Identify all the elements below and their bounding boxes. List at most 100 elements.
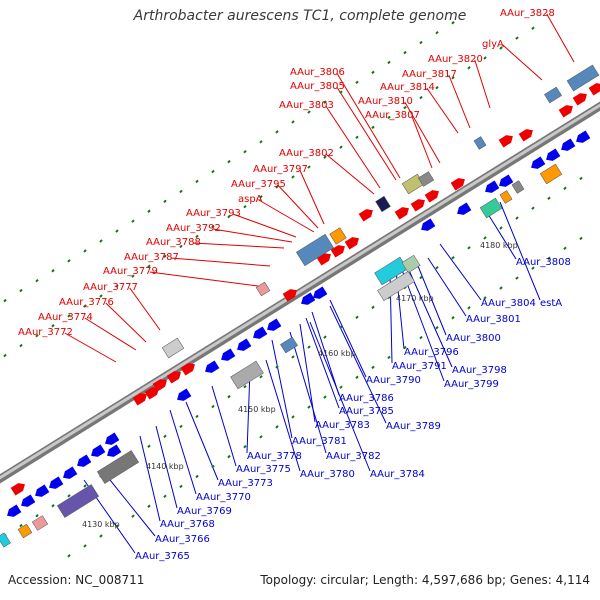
reverse-gene-block bbox=[401, 254, 421, 274]
forward-gene-arrow bbox=[166, 371, 181, 384]
forward-gene-label: aspA bbox=[238, 194, 263, 205]
reverse-gene-block bbox=[96, 450, 140, 484]
tick-mark bbox=[99, 294, 103, 298]
reverse-gene-block bbox=[499, 190, 513, 204]
tick-mark bbox=[339, 145, 343, 149]
tick-mark bbox=[371, 70, 375, 75]
reverse-gene-arrow bbox=[499, 174, 514, 187]
forward-gene-block bbox=[329, 227, 347, 245]
forward-gene-label: AAur_3774 bbox=[38, 312, 93, 323]
reverse-gene-arrow bbox=[253, 326, 268, 339]
forward-gene-label: AAur_3795 bbox=[231, 179, 286, 190]
reverse-label-leader bbox=[401, 269, 445, 382]
tick-mark bbox=[451, 76, 455, 80]
tick-mark bbox=[195, 474, 199, 479]
tick-mark bbox=[131, 274, 135, 278]
tick-mark bbox=[323, 100, 327, 104]
tick-mark bbox=[51, 324, 55, 328]
forward-gene-label: AAur_3776 bbox=[59, 297, 114, 308]
tick-mark bbox=[515, 216, 519, 220]
reverse-gene-label: AAur_3796 bbox=[404, 347, 459, 358]
tick-mark bbox=[531, 266, 535, 270]
reverse-label-leader bbox=[311, 311, 340, 396]
forward-label-leader bbox=[277, 184, 319, 229]
forward-label-leader bbox=[546, 13, 575, 63]
forward-gene-label: AAur_3797 bbox=[253, 164, 308, 175]
reverse-gene-arrow bbox=[21, 494, 36, 507]
tick-mark bbox=[259, 435, 263, 439]
reverse-gene-arrow bbox=[77, 454, 92, 467]
tick-mark bbox=[355, 135, 359, 139]
reverse-gene-arrow bbox=[91, 444, 106, 457]
forward-label-leader bbox=[426, 87, 459, 134]
tick-mark bbox=[339, 385, 343, 389]
forward-label-leader bbox=[258, 199, 315, 233]
tick-mark bbox=[499, 226, 503, 230]
forward-gene-block bbox=[295, 233, 335, 267]
tick-mark bbox=[115, 524, 119, 528]
forward-gene-arrow bbox=[144, 387, 159, 400]
tick-mark bbox=[179, 424, 183, 429]
forward-gene-block bbox=[566, 64, 600, 92]
reverse-gene-label: AAur_3782 bbox=[326, 451, 381, 462]
tick-mark bbox=[163, 434, 167, 439]
tick-mark bbox=[227, 159, 231, 164]
tick-mark bbox=[291, 355, 295, 359]
tick-mark bbox=[291, 415, 295, 419]
tick-mark bbox=[83, 544, 87, 548]
forward-label-leader bbox=[192, 242, 285, 249]
forward-label-leader bbox=[325, 105, 381, 189]
reverse-gene-arrow bbox=[267, 318, 282, 331]
forward-gene-arrow bbox=[498, 135, 513, 148]
forward-gene-label: AAur_3828 bbox=[500, 8, 555, 19]
tick-mark bbox=[355, 80, 359, 84]
tick-mark bbox=[147, 209, 151, 213]
reverse-gene-label: AAur_3808 bbox=[516, 257, 571, 268]
reverse-label-leader bbox=[265, 359, 301, 472]
tick-mark bbox=[35, 513, 39, 518]
tick-label: 4150 kbp bbox=[238, 405, 276, 414]
reverse-gene-arrow bbox=[237, 338, 252, 351]
tick-mark bbox=[515, 36, 519, 40]
tick-mark bbox=[179, 189, 183, 194]
tick-mark bbox=[371, 125, 375, 130]
tick-mark bbox=[83, 304, 87, 308]
tick-mark bbox=[3, 353, 7, 358]
forward-gene-label: AAur_3793 bbox=[186, 208, 241, 219]
tick-mark bbox=[259, 140, 263, 144]
tick-label: 4180 kbp bbox=[480, 241, 518, 250]
forward-label-leader bbox=[170, 257, 271, 267]
reverse-gene-arrow bbox=[576, 130, 591, 143]
reverse-gene-block bbox=[280, 336, 298, 354]
tick-mark bbox=[259, 195, 263, 199]
reverse-gene-label: AAur_3773 bbox=[218, 478, 273, 489]
reverse-gene-label: AAur_3780 bbox=[300, 469, 355, 480]
tick-mark bbox=[531, 206, 535, 210]
tick-mark bbox=[3, 298, 7, 303]
tick-mark bbox=[291, 175, 295, 179]
reverse-gene-arrow bbox=[531, 156, 546, 169]
reverse-label-leader bbox=[417, 265, 447, 336]
reverse-gene-label: AAur_3781 bbox=[292, 436, 347, 447]
genome-backbone-highlight bbox=[0, 103, 600, 480]
forward-gene-label: AAur_3792 bbox=[166, 223, 221, 234]
tick-mark bbox=[275, 365, 279, 369]
reverse-label-leader bbox=[309, 321, 371, 472]
reverse-label-leader bbox=[211, 385, 237, 467]
reverse-label-leader bbox=[246, 369, 251, 454]
tick-mark bbox=[435, 30, 439, 35]
reverse-gene-block bbox=[377, 271, 415, 301]
reverse-gene-arrow bbox=[107, 444, 122, 457]
reverse-gene-block bbox=[539, 163, 563, 185]
reverse-gene-arrow bbox=[7, 504, 22, 517]
reverse-gene-label: AAur_3800 bbox=[446, 333, 501, 344]
reverse-gene-arrow bbox=[561, 138, 576, 151]
reverse-gene-block bbox=[31, 515, 49, 531]
tick-mark bbox=[83, 484, 87, 488]
tick-mark bbox=[323, 155, 327, 159]
reverse-gene-label: AAur_3789 bbox=[386, 421, 441, 432]
reverse-gene-label: AAur_3790 bbox=[366, 375, 421, 386]
tick-mark bbox=[355, 315, 359, 319]
forward-gene-label: AAur_3772 bbox=[18, 327, 73, 338]
